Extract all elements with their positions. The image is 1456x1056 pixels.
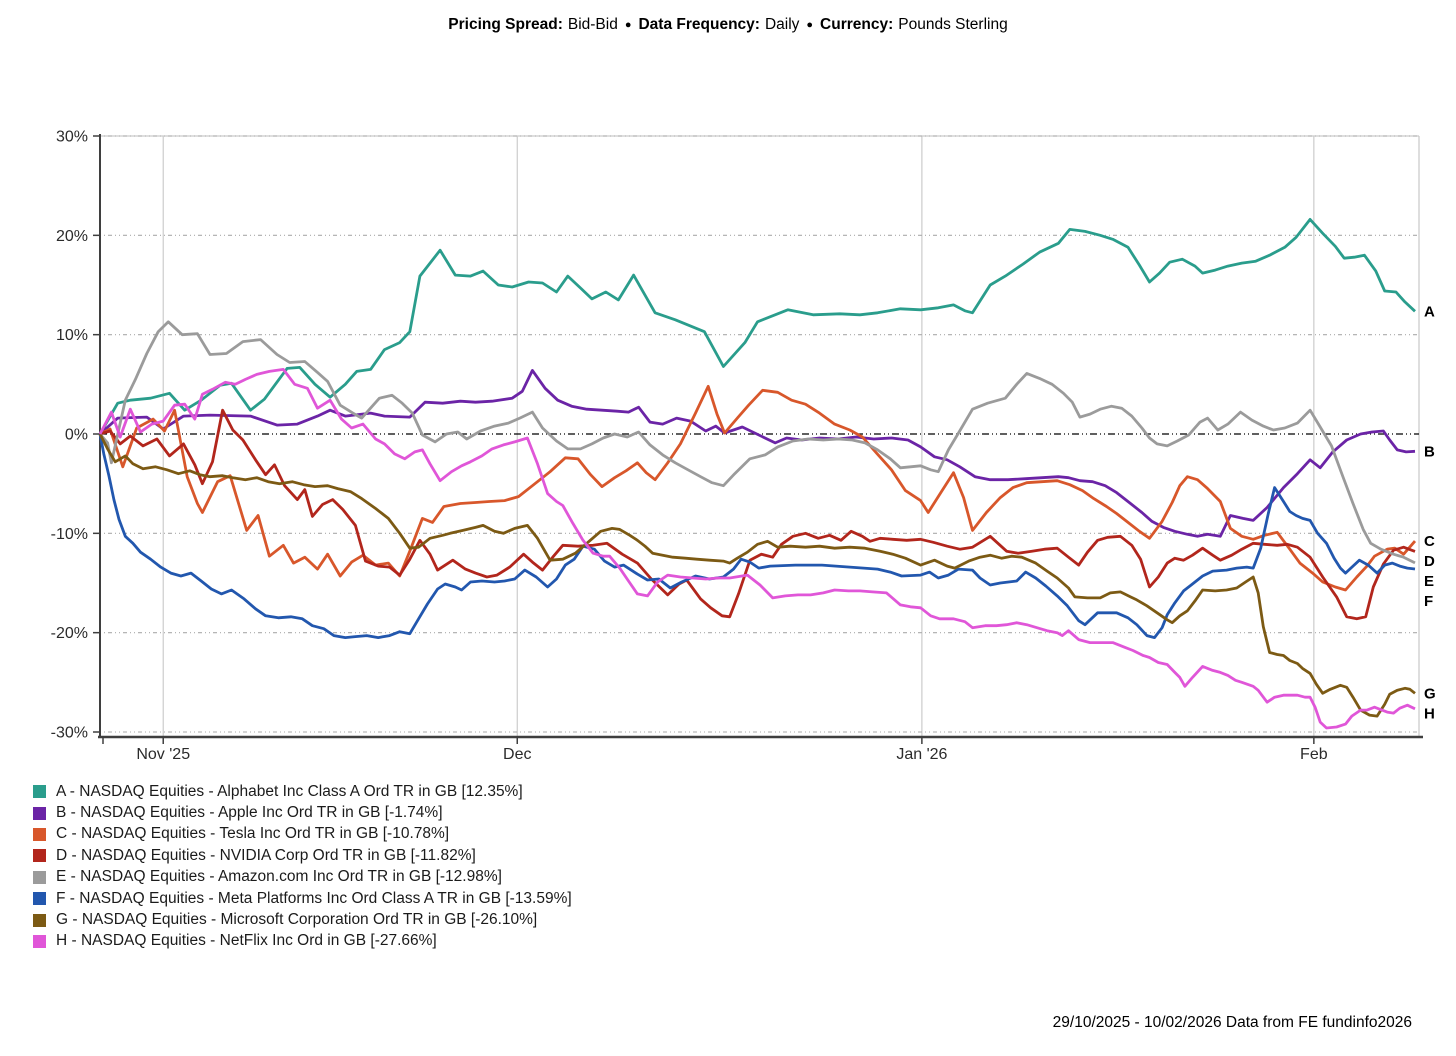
series-line-H[interactable] <box>98 367 1416 730</box>
separator-dot: ● <box>624 19 632 31</box>
legend-label-G: G - NASDAQ Equities - Microsoft Corporat… <box>56 911 538 929</box>
legend-item-H[interactable]: H - NASDAQ Equities - NetFlix Inc Ord in… <box>33 931 572 952</box>
separator-dot: ● <box>806 19 814 31</box>
pricing-spread-label: Pricing Spread: <box>448 16 563 33</box>
currency-label: Currency: <box>820 16 894 33</box>
x-tick-label: Nov '25 <box>136 746 190 763</box>
currency-value: Pounds Sterling <box>898 16 1008 33</box>
legend-item-G[interactable]: G - NASDAQ Equities - Microsoft Corporat… <box>33 909 572 930</box>
date-range-attribution: 29/10/2025 - 10/02/2026 Data from FE fun… <box>1052 1014 1412 1031</box>
series-line-G[interactable] <box>98 433 1416 718</box>
chart-settings-header: Pricing Spread: Bid-Bid ● Data Frequency: Da… <box>0 16 1456 34</box>
legend-item-C[interactable]: C - NASDAQ Equities - Tesla Inc Ord TR i… <box>33 824 572 845</box>
data-frequency-label: Data Frequency: <box>638 16 760 33</box>
legend-swatch-C <box>33 827 46 841</box>
series-line-C[interactable] <box>99 384 1417 592</box>
y-tick-label: 0% <box>65 427 88 444</box>
legend-item-B[interactable]: B - NASDAQ Equities - Apple Inc Ord TR i… <box>33 802 572 823</box>
legend-label-D: D - NASDAQ Equities - NVIDIA Corp Ord TR… <box>56 846 476 864</box>
legend-swatch-G <box>33 913 46 927</box>
legend-swatch-F <box>33 892 46 906</box>
legend-item-A[interactable]: A - NASDAQ Equities - Alphabet Inc Class… <box>33 781 572 802</box>
series-end-label-H: H <box>1424 705 1435 722</box>
legend-label-C: C - NASDAQ Equities - Tesla Inc Ord TR i… <box>56 825 450 843</box>
series-line-B[interactable] <box>99 368 1416 538</box>
y-tick-label: 30% <box>56 129 88 146</box>
y-tick-label: -10% <box>51 526 88 543</box>
legend-label-B: B - NASDAQ Equities - Apple Inc Ord TR i… <box>56 804 443 822</box>
x-tick-label: Dec <box>503 746 531 763</box>
legend-label-H: H - NASDAQ Equities - NetFlix Inc Ord in… <box>56 932 437 950</box>
series-end-label-G: G <box>1424 685 1436 702</box>
legend-item-D[interactable]: D - NASDAQ Equities - NVIDIA Corp Ord TR… <box>33 845 572 866</box>
series-end-label-D: D <box>1424 553 1435 570</box>
legend-item-E[interactable]: E - NASDAQ Equities - Amazon.com Inc Ord… <box>33 867 572 888</box>
legend-label-A: A - NASDAQ Equities - Alphabet Inc Class… <box>56 782 523 800</box>
series-end-label-B: B <box>1424 443 1435 460</box>
series-end-label-F: F <box>1424 593 1433 610</box>
legend-label-E: E - NASDAQ Equities - Amazon.com Inc Ord… <box>56 868 502 886</box>
legend-label-F: F - NASDAQ Equities - Meta Platforms Inc… <box>56 889 572 907</box>
legend-item-F[interactable]: F - NASDAQ Equities - Meta Platforms Inc… <box>33 888 572 909</box>
series-line-D[interactable] <box>99 408 1416 621</box>
data-frequency-value: Daily <box>764 16 800 33</box>
legend-swatch-H <box>33 934 46 948</box>
y-tick-label: 10% <box>56 327 88 344</box>
legend-swatch-B <box>33 806 46 820</box>
series-end-label-C: C <box>1424 533 1435 550</box>
pricing-spread-value: Bid-Bid <box>567 16 618 33</box>
y-tick-label: -20% <box>51 625 88 642</box>
series-end-label-A: A <box>1424 303 1435 320</box>
series-line-E[interactable] <box>98 320 1416 565</box>
x-tick-label: Jan '26 <box>896 746 947 763</box>
series-line-A[interactable] <box>98 217 1416 435</box>
chart-legend: A - NASDAQ Equities - Alphabet Inc Class… <box>33 781 572 952</box>
y-tick-label: -30% <box>51 725 88 742</box>
legend-swatch-E <box>33 870 46 884</box>
legend-swatch-A <box>33 785 46 799</box>
x-tick-label: Feb <box>1300 746 1328 763</box>
y-tick-label: 20% <box>56 228 88 245</box>
series-line-F[interactable] <box>98 433 1416 639</box>
series-end-label-E: E <box>1424 573 1434 590</box>
legend-swatch-D <box>33 849 46 863</box>
